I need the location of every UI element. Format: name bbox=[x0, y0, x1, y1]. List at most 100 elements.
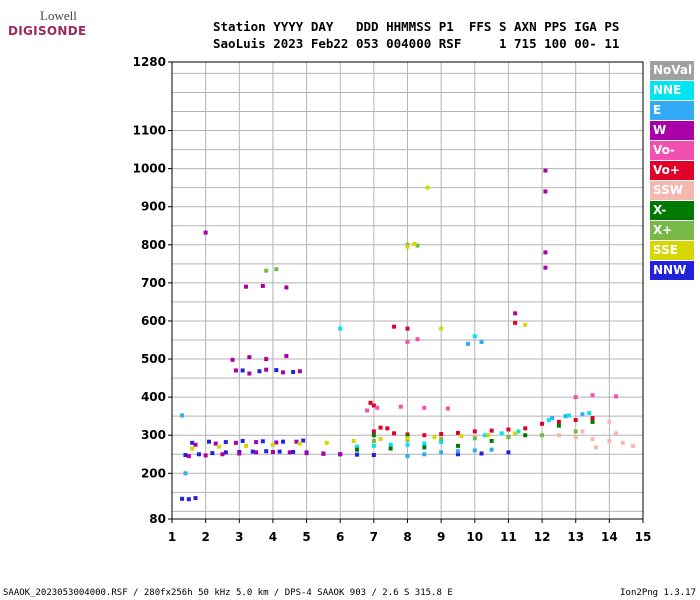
data-point bbox=[388, 446, 393, 451]
data-point bbox=[422, 405, 427, 410]
data-point bbox=[392, 431, 397, 436]
data-point bbox=[254, 450, 259, 455]
data-point bbox=[472, 448, 477, 453]
data-point bbox=[439, 440, 444, 445]
data-point bbox=[466, 341, 471, 346]
y-tick-label: 700 bbox=[141, 276, 166, 290]
station-header: Station YYYY DAY DDD HHMMSS P1 FFS S AXN… bbox=[213, 18, 619, 52]
data-point bbox=[270, 442, 275, 447]
software-version: Ion2Png 1.3.17 bbox=[620, 588, 696, 598]
x-tick-label: 6 bbox=[336, 530, 344, 544]
series-vo- bbox=[365, 337, 619, 413]
data-point bbox=[455, 449, 460, 454]
x-tick-label: 11 bbox=[500, 530, 517, 544]
data-point bbox=[556, 423, 561, 428]
data-point bbox=[388, 442, 393, 447]
data-point bbox=[281, 370, 286, 375]
data-point bbox=[250, 449, 255, 454]
x-tick-label: 8 bbox=[403, 530, 411, 544]
lowell-digisonde-logo: Lowell DIGISONDE bbox=[6, 8, 86, 44]
legend-item-e: E bbox=[650, 101, 694, 120]
x-tick-label: 9 bbox=[437, 530, 445, 544]
data-point bbox=[614, 431, 619, 436]
data-point bbox=[264, 449, 269, 454]
y-tick-label: 600 bbox=[141, 314, 166, 328]
data-point bbox=[439, 432, 444, 437]
x-tick-label: 2 bbox=[201, 530, 209, 544]
data-point bbox=[422, 441, 427, 446]
x-tick-label: 15 bbox=[635, 530, 652, 544]
polarization-legend: NoVal NNE E W Vo- Vo+ SSW X- X+ SSE NNW bbox=[650, 61, 694, 281]
x-tick-label: 3 bbox=[235, 530, 243, 544]
data-point bbox=[455, 430, 460, 435]
data-point bbox=[270, 449, 275, 454]
data-point bbox=[233, 440, 238, 445]
data-point bbox=[445, 406, 450, 411]
series-e bbox=[180, 339, 585, 476]
data-point bbox=[563, 414, 568, 419]
data-point bbox=[196, 452, 201, 457]
data-point bbox=[489, 447, 494, 452]
data-point bbox=[260, 439, 265, 444]
y-tick-label: 800 bbox=[141, 238, 166, 252]
data-point bbox=[281, 439, 286, 444]
x-tick-label: 12 bbox=[534, 530, 551, 544]
legend-item-w: W bbox=[650, 121, 694, 140]
data-point bbox=[284, 354, 289, 359]
data-point bbox=[183, 453, 188, 458]
data-point bbox=[556, 433, 561, 438]
data-point bbox=[546, 417, 551, 422]
footer-info: SAAOK_2023053004000.RSF / 280fx256h 50 k… bbox=[3, 588, 453, 598]
header-columns-line: Station YYYY DAY DDD HHMMSS P1 FFS S AXN… bbox=[213, 19, 620, 34]
data-point bbox=[432, 435, 437, 440]
data-point bbox=[324, 440, 329, 445]
data-point bbox=[523, 433, 528, 438]
data-point bbox=[274, 267, 279, 272]
data-point bbox=[274, 440, 279, 445]
y-tick-label: 1280 bbox=[133, 55, 166, 69]
data-point bbox=[540, 421, 545, 426]
data-point bbox=[566, 413, 571, 418]
data-point bbox=[506, 427, 511, 432]
data-point bbox=[180, 413, 185, 418]
data-point bbox=[244, 443, 249, 448]
y-tick-label: 1100 bbox=[133, 124, 166, 138]
series-x- bbox=[355, 419, 595, 452]
data-point bbox=[291, 369, 296, 374]
data-point bbox=[240, 368, 245, 373]
data-point bbox=[516, 429, 521, 434]
data-point bbox=[398, 404, 403, 409]
data-point bbox=[607, 419, 612, 424]
data-point bbox=[355, 447, 360, 452]
data-point bbox=[405, 442, 410, 447]
x-tick-label: 13 bbox=[567, 530, 584, 544]
legend-item-nne: NNE bbox=[650, 81, 694, 100]
data-point bbox=[620, 440, 625, 445]
data-point bbox=[405, 436, 410, 441]
data-point bbox=[392, 324, 397, 329]
data-point bbox=[230, 357, 235, 362]
data-point bbox=[573, 435, 578, 440]
data-point bbox=[455, 443, 460, 448]
data-point bbox=[223, 450, 228, 455]
data-point bbox=[439, 450, 444, 455]
data-point bbox=[371, 403, 376, 408]
series-w bbox=[186, 168, 548, 459]
data-point bbox=[439, 326, 444, 331]
series-sse bbox=[190, 185, 528, 451]
y-tick-label: 900 bbox=[141, 200, 166, 214]
data-point bbox=[415, 243, 420, 248]
data-point bbox=[297, 369, 302, 374]
data-point bbox=[479, 339, 484, 344]
data-point bbox=[405, 433, 410, 438]
data-point bbox=[513, 311, 518, 316]
logo-lowell-text: Lowell bbox=[40, 8, 77, 23]
data-point bbox=[543, 265, 548, 270]
data-point bbox=[371, 453, 376, 458]
data-point bbox=[630, 443, 635, 448]
data-point bbox=[247, 371, 252, 376]
data-point bbox=[355, 452, 360, 457]
data-point bbox=[257, 369, 262, 374]
data-point bbox=[264, 268, 269, 273]
data-point bbox=[486, 433, 491, 438]
